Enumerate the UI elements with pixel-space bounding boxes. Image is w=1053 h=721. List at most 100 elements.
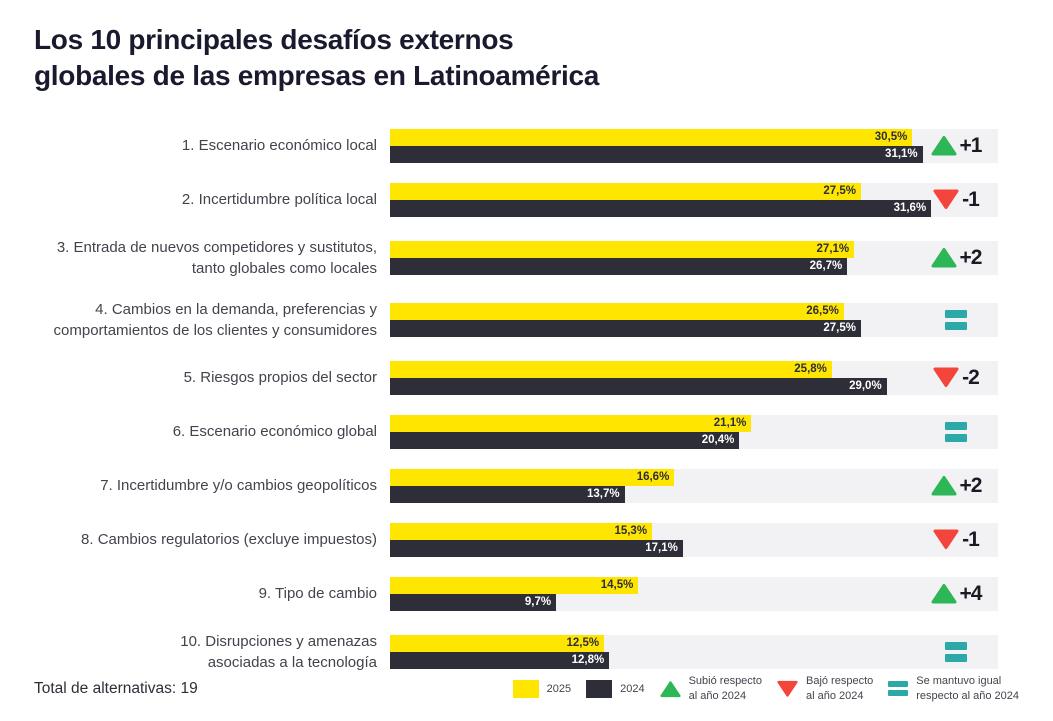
chart-row: 4. Cambios en la demanda, preferencias y…: [34, 299, 1019, 341]
change-indicator: [914, 303, 998, 337]
bar-track: 16,6% 13,7% +2: [390, 468, 998, 503]
category-label: 9. Tipo de cambio: [258, 585, 377, 603]
change-indicator: [914, 635, 998, 669]
bar-value-2024: 31,6%: [893, 202, 927, 215]
legend-item-2024: 2024: [586, 679, 645, 698]
legend-label-up: Subió respecto al año 2024: [688, 675, 762, 702]
bar-value-2025: 27,5%: [823, 185, 856, 198]
triangle-up-icon: [931, 248, 957, 268]
bar-2024: 29,0%: [390, 377, 887, 395]
legend: 2025 2024 Subió respecto al año 2024 Baj…: [512, 674, 1019, 703]
category-label: 3. Entrada de nuevos competidores y sust…: [56, 238, 377, 277]
legend-triangle-up-icon: [659, 681, 681, 697]
bar-2024: 26,7%: [390, 257, 848, 275]
bar-value-2024: 12,8%: [571, 654, 605, 667]
page-title-line1: Los 10 principales desafíos externos: [34, 24, 514, 55]
bar-2024: 13,7%: [390, 485, 625, 503]
category-label: 5. Riesgos propios del sector: [183, 369, 377, 387]
bar-2025: 14,5%: [390, 576, 639, 594]
chart-row: 10. Disrupciones y amenazas asociadas a …: [34, 631, 1019, 673]
legend-label-2024: 2024: [620, 682, 645, 695]
category-label: 1. Escenario económico local: [181, 137, 377, 155]
swatch-2025-icon: [512, 679, 539, 698]
bar-track: 12,5% 12,8%: [390, 634, 998, 669]
bar-value-2025: 26,5%: [806, 305, 839, 318]
change-indicator: -2: [914, 361, 998, 395]
triangle-up-icon: [931, 584, 957, 604]
chart-row: 8. Cambios regulatorios (excluye impuest…: [34, 522, 1019, 557]
bar-value-2025: 12,5%: [566, 637, 600, 650]
bar-2024: 17,1%: [390, 539, 683, 557]
bar-2025: 26,5%: [390, 302, 844, 320]
chart-row: 2. Incertidumbre política local 27,5% 31…: [34, 182, 1019, 217]
bar-value-2025: 21,1%: [713, 417, 747, 430]
chart-footer: Total de alternativas: 19 2025 2024 Subi…: [34, 674, 1019, 707]
bar-2025: 25,8%: [390, 360, 832, 378]
change-value: +2: [959, 245, 983, 269]
bar-2024: 27,5%: [390, 319, 861, 337]
bar-track: 30,5% 31,1% +1: [390, 128, 998, 163]
triangle-down-icon: [933, 367, 959, 388]
change-value: -1: [962, 527, 980, 551]
bar-value-2024: 20,4%: [701, 434, 735, 447]
change-value: +4: [959, 581, 983, 605]
category-label: 8. Cambios regulatorios (excluye impuest…: [81, 531, 377, 549]
bar-2025: 15,3%: [390, 522, 653, 540]
legend-item-2025: 2025: [512, 679, 572, 698]
equals-icon: [945, 641, 967, 662]
bar-value-2025: 27,1%: [816, 243, 850, 256]
bar-value-2025: 16,6%: [636, 471, 670, 484]
bar-track: 27,5% 31,6% -1: [390, 182, 998, 217]
bar-value-2024: 27,5%: [823, 322, 856, 335]
swatch-2024-icon: [586, 679, 613, 698]
bar-2025: 12,5%: [390, 634, 605, 652]
bar-value-2024: 29,0%: [849, 380, 882, 393]
bar-2024: 20,4%: [390, 431, 740, 449]
change-indicator: +1: [914, 129, 998, 163]
change-indicator: +2: [914, 469, 998, 503]
bar-2025: 21,1%: [390, 414, 752, 432]
change-indicator: -1: [914, 523, 998, 557]
page-title-line2: globales de las empresas en Latinoaméric…: [34, 60, 600, 92]
legend-equals-icon: [888, 681, 909, 697]
chart-row: 7. Incertidumbre y/o cambios geopolítico…: [34, 468, 1019, 503]
change-indicator: +2: [914, 241, 998, 275]
bar-2025: 27,1%: [390, 240, 855, 258]
legend-item-down: Bajó respecto al año 2024: [777, 674, 873, 703]
category-label: 2. Incertidumbre política local: [181, 191, 377, 209]
chart-row: 1. Escenario económico local 30,5% 31,1%: [34, 128, 1019, 163]
bar-value-2024: 31,1%: [885, 148, 918, 161]
triangle-down-icon: [933, 189, 959, 210]
page-title: Los 10 principales desafíos externos glob…: [34, 22, 1019, 95]
legend-label-2025: 2025: [546, 682, 572, 695]
triangle-down-icon: [933, 529, 959, 550]
bar-value-2024: 17,1%: [645, 542, 678, 555]
bar-value-2024: 9,7%: [524, 596, 552, 609]
category-label: 6. Escenario económico global: [172, 423, 377, 441]
equals-icon: [945, 309, 967, 330]
category-label: 7. Incertidumbre y/o cambios geopolítico…: [100, 477, 377, 495]
change-indicator: +4: [914, 577, 998, 611]
bar-track: 25,8% 29,0% -2: [390, 360, 998, 395]
bar-2024: 9,7%: [390, 593, 557, 611]
chart-row: 6. Escenario económico global 21,1% 20,4…: [34, 414, 1019, 449]
legend-item-same: Se mantuvo igual respecto al año 2024: [888, 674, 1019, 703]
bar-value-2025: 14,5%: [600, 579, 634, 592]
bar-track: 14,5% 9,7% +4: [390, 576, 998, 611]
change-value: -1: [962, 187, 980, 211]
category-label: 4. Cambios en la demanda, preferencias y…: [53, 300, 377, 339]
bar-value-2024: 13,7%: [587, 488, 620, 501]
chart-row: 5. Riesgos propios del sector 25,8% 29,0…: [34, 360, 1019, 395]
legend-triangle-down-icon: [777, 680, 798, 697]
legend-label-down: Bajó respecto al año 2024: [805, 675, 874, 702]
total-alternatives-label: Total de alternativas: 19: [34, 679, 198, 697]
bar-chart: 1. Escenario económico local 30,5% 31,1%: [34, 128, 1019, 673]
bar-value-2024: 26,7%: [809, 260, 843, 273]
bar-track: 15,3% 17,1% -1: [390, 522, 998, 557]
bar-2025: 27,5%: [390, 182, 861, 200]
triangle-up-icon: [931, 476, 957, 496]
bar-2025: 30,5%: [390, 128, 913, 146]
change-value: -2: [962, 365, 980, 389]
category-label: 10. Disrupciones y amenazas asociadas a …: [180, 632, 377, 671]
